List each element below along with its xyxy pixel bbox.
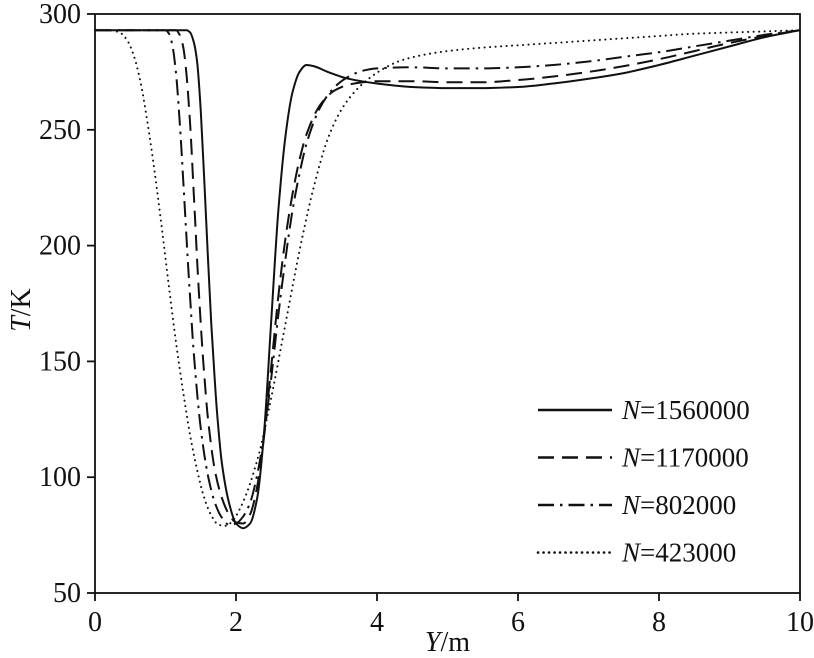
curves	[94, 29, 801, 530]
curve-dash-dot	[94, 29, 801, 526]
plot-border	[94, 13, 801, 594]
y-axis-label: T/K	[6, 288, 37, 332]
x-axis-label: Y/m	[425, 627, 470, 658]
y-tick-label: 150	[39, 346, 81, 377]
axis-labels: T/K Y/m	[6, 288, 470, 658]
legend: N=1560000 N=1170000 N=802000 N=423000	[536, 395, 750, 568]
y-tick-label: 250	[39, 115, 81, 146]
x-tick-label: 2	[229, 607, 243, 638]
y-tick-label: 100	[39, 462, 81, 493]
legend-label: N=1170000	[621, 443, 749, 473]
curve-dashed	[94, 29, 801, 525]
curve-solid	[94, 29, 801, 530]
y-tick-label: 300	[39, 0, 81, 30]
legend-label: N=1560000	[621, 395, 750, 425]
x-tick-label: 4	[370, 607, 384, 638]
legend-label: N=802000	[621, 490, 736, 520]
legend-item: N=802000	[538, 490, 736, 520]
y-tick-label: 50	[53, 578, 81, 609]
x-tick-label: 10	[786, 607, 814, 638]
x-tick-label: 0	[88, 607, 102, 638]
legend-item: N=1170000	[538, 443, 749, 473]
legend-item: N=1560000	[538, 395, 750, 425]
legend-item: N=423000	[536, 538, 736, 568]
y-tick-label: 200	[39, 231, 81, 262]
x-tick-label: 8	[652, 607, 666, 638]
legend-label: N=423000	[621, 538, 736, 568]
plot-frame	[94, 13, 801, 594]
x-tick-label: 6	[511, 607, 525, 638]
axis-ticks: 50 100 150 200 250 300 0 2 4 6 8 10	[39, 0, 814, 638]
